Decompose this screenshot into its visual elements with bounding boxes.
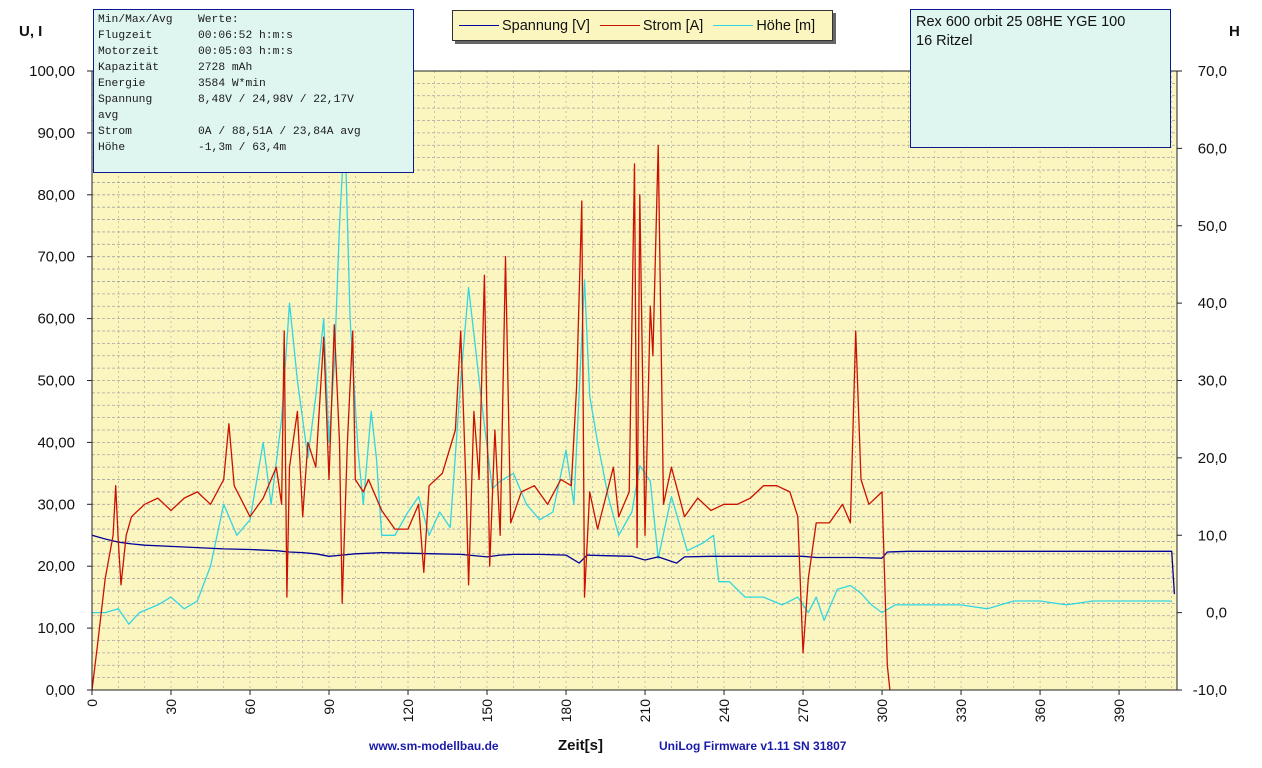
x-tick-label: 270 <box>795 699 811 723</box>
stat-label: Motorzeit <box>98 46 160 58</box>
series-line-hoehe <box>92 124 1172 625</box>
x-tick-label: 150 <box>479 699 495 723</box>
right-tick-label: 60,0 <box>1198 140 1227 157</box>
legend: Spannung [V] Strom [A] Höhe [m] <box>452 10 833 41</box>
legend-swatch-hoehe <box>713 25 754 26</box>
right-tick-label: 50,0 <box>1198 218 1227 235</box>
legend-item-spannung: Spannung [V] <box>459 18 590 34</box>
stat-row: Flugzeit 00:06:52 h:m:s <box>98 28 413 44</box>
left-tick-label: 60,00 <box>37 311 75 328</box>
model-line-2: 16 Ritzel <box>916 33 973 49</box>
footer-website: www.sm-modellbau.de <box>369 739 499 753</box>
stat-value: 0A / 88,51A / 23,84A avg <box>198 126 361 138</box>
model-line-1: Rex 600 orbit 25 08HE YGE 100 <box>916 14 1126 30</box>
stat-value: -1,3m / 63,4m <box>198 142 287 154</box>
x-axis-title: Zeit[s] <box>558 737 603 754</box>
stats-header-label: Min/Max/Avg <box>98 14 173 26</box>
stat-row: Strom 0A / 88,51A / 23,84A avg <box>98 124 413 140</box>
x-tick-label: 60 <box>242 699 258 715</box>
axes: 0,0010,0020,0030,0040,0050,0060,0070,008… <box>29 63 1227 722</box>
legend-label-hoehe: Höhe [m] <box>756 17 816 34</box>
stat-row: Höhe -1,3m / 63,4m <box>98 140 413 156</box>
stat-row: avg <box>98 108 413 124</box>
left-tick-label: 80,00 <box>37 187 75 204</box>
stat-label: Höhe <box>98 142 126 154</box>
left-tick-label: 10,00 <box>37 620 75 637</box>
legend-item-strom: Strom [A] <box>599 17 704 34</box>
model-info-box: Rex 600 orbit 25 08HE YGE 100 16 Ritzel <box>910 9 1171 148</box>
legend-label-strom: Strom [A] <box>642 17 704 34</box>
stat-value: 2728 mAh <box>198 62 253 74</box>
left-tick-label: 0,00 <box>46 682 75 699</box>
right-tick-label: 20,0 <box>1198 450 1227 467</box>
right-tick-label: 30,0 <box>1198 373 1227 390</box>
right-tick-label: 40,0 <box>1198 295 1227 312</box>
x-tick-label: 90 <box>321 699 337 715</box>
series-layer <box>91 124 1176 691</box>
x-tick-label: 360 <box>1032 699 1048 723</box>
left-tick-label: 70,00 <box>37 249 75 266</box>
stat-row: Spannung 8,48V / 24,98V / 22,17V <box>98 92 413 108</box>
x-tick-label: 210 <box>637 699 653 723</box>
stats-box: Min/Max/Avg Werte: Flugzeit 00:06:52 h:m:… <box>93 9 414 173</box>
stat-label: avg <box>98 110 119 122</box>
left-tick-label: 20,00 <box>37 558 75 575</box>
left-tick-label: 100,00 <box>29 63 75 80</box>
stat-row: Motorzeit 00:05:03 h:m:s <box>98 44 413 60</box>
left-tick-label: 30,00 <box>37 496 75 513</box>
stats-header-value: Werte: <box>198 14 239 26</box>
stat-label: Strom <box>98 126 132 138</box>
x-tick-label: 390 <box>1111 699 1127 723</box>
x-tick-label: 120 <box>400 699 416 723</box>
stat-value: 3584 W*min <box>198 78 266 90</box>
stats-header: Min/Max/Avg Werte: <box>98 12 413 28</box>
x-tick-label: 330 <box>953 699 969 723</box>
left-axis-title: U, I <box>19 23 43 40</box>
right-tick-label: 0,0 <box>1206 605 1227 622</box>
legend-swatch-strom <box>599 25 640 26</box>
left-tick-label: 40,00 <box>37 434 75 451</box>
x-tick-label: 30 <box>163 699 179 715</box>
left-tick-label: 90,00 <box>37 125 75 142</box>
stat-row: Energie 3584 W*min <box>98 76 413 92</box>
x-tick-label: 0 <box>84 699 100 707</box>
series-line-spannung <box>91 534 1176 595</box>
right-axis-title: H <box>1229 23 1240 40</box>
legend-item-hoehe: Höhe [m] <box>713 18 815 34</box>
footer-firmware: UniLog Firmware v1.11 SN 31807 <box>659 739 847 753</box>
right-tick-label: 70,0 <box>1198 63 1227 80</box>
stat-label: Spannung <box>98 94 153 106</box>
stat-label: Flugzeit <box>98 30 153 42</box>
x-tick-label: 300 <box>874 699 890 723</box>
legend-swatch-spannung <box>459 25 499 26</box>
legend-label-spannung: Spannung [V] <box>502 17 590 34</box>
stats-list: Flugzeit 00:06:52 h:m:s Motorzeit 00:05:03 … <box>98 28 413 156</box>
stat-value: 00:05:03 h:m:s <box>198 46 293 58</box>
x-tick-label: 180 <box>558 699 574 723</box>
gridlines <box>92 71 1177 690</box>
stat-row: Kapazität 2728 mAh <box>98 60 413 76</box>
left-tick-label: 50,00 <box>37 373 75 390</box>
stat-label: Kapazität <box>98 62 160 74</box>
x-tick-label: 240 <box>716 699 732 723</box>
right-tick-label: 10,0 <box>1198 527 1227 544</box>
series-line-strom <box>91 144 891 691</box>
stat-value: 8,48V / 24,98V / 22,17V <box>198 94 354 106</box>
right-tick-label: -10,0 <box>1193 682 1227 699</box>
stat-label: Energie <box>98 78 146 90</box>
stat-value: 00:06:52 h:m:s <box>198 30 293 42</box>
